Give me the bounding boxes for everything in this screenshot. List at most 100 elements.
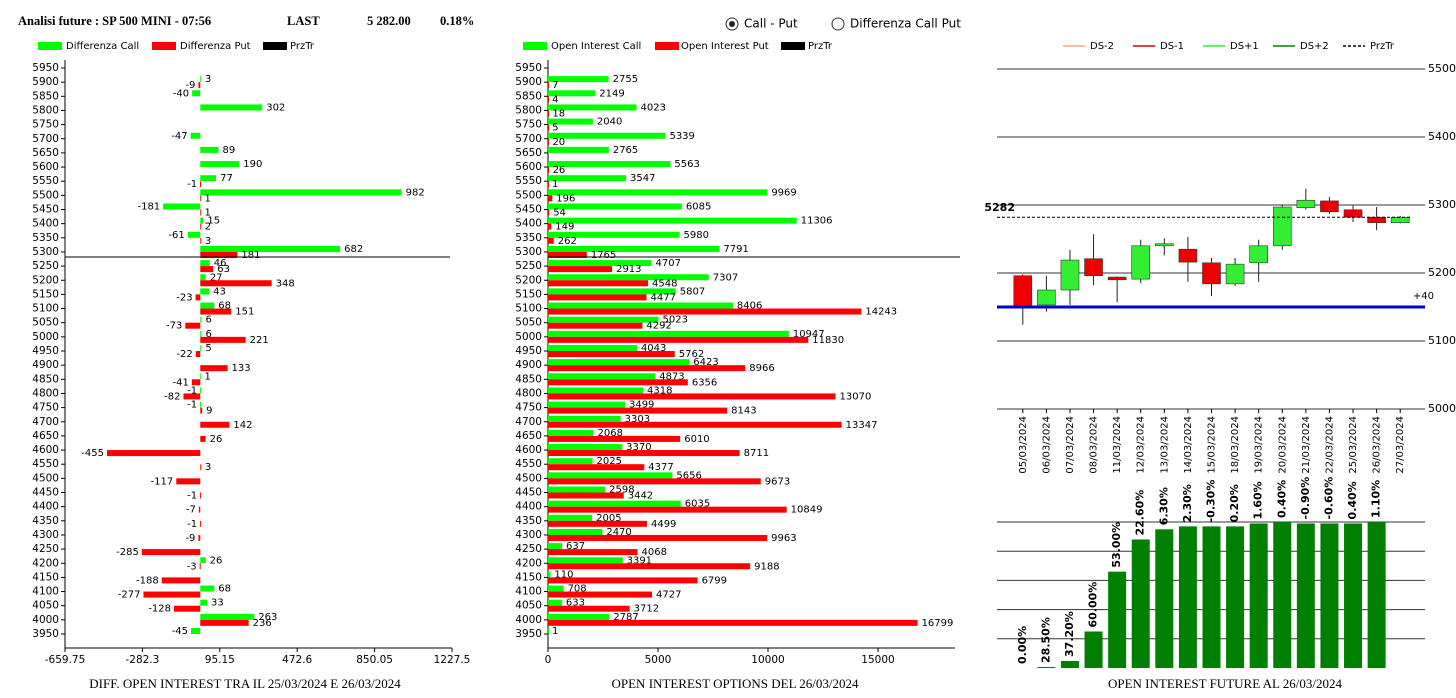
- x-tick-label: -282.3: [125, 654, 159, 666]
- candle-body: [1225, 263, 1245, 285]
- bar: [548, 189, 768, 196]
- value-label: -117: [151, 476, 174, 487]
- value-label: 33: [211, 598, 224, 609]
- radio-label[interactable]: Differenza Call Put: [850, 17, 961, 31]
- value-label: 2068: [597, 428, 622, 439]
- last-label: LAST: [287, 14, 320, 28]
- value-label: 11830: [812, 335, 844, 346]
- bar: [200, 365, 228, 372]
- x-tick-label: 27/03/2024: [1395, 416, 1406, 474]
- bar: [200, 146, 219, 153]
- bar: [200, 302, 215, 309]
- value-label: -73: [166, 321, 182, 332]
- x-tick-label: 0: [545, 654, 552, 666]
- bar: [548, 373, 656, 380]
- value-label: -1: [187, 385, 197, 396]
- y-tick-label: 4300: [32, 529, 59, 541]
- y-tick-label: 5300: [1428, 198, 1456, 211]
- value-label: 3: [205, 462, 211, 473]
- bar: [200, 407, 203, 414]
- candle-body: [1343, 209, 1363, 218]
- bar: [200, 330, 202, 337]
- x-tick-label: 5000: [645, 654, 672, 666]
- x-tick-label: 20/03/2024: [1277, 416, 1288, 474]
- y-tick-label: 5000: [1428, 402, 1456, 415]
- y-tick-label: 4400: [515, 501, 542, 513]
- value-label: 5807: [680, 286, 705, 297]
- y-tick-label: 5100: [515, 303, 542, 315]
- value-label: 46: [214, 258, 227, 269]
- bar: [1131, 539, 1150, 668]
- bar-label: -0.30%: [1205, 480, 1218, 523]
- value-label: -285: [116, 547, 139, 558]
- bar: [200, 161, 240, 168]
- bar: [1344, 523, 1363, 668]
- radio-button[interactable]: [831, 17, 845, 31]
- value-label: 3: [205, 74, 211, 85]
- y-tick-label: 5400: [32, 218, 59, 230]
- y-tick-label: 4950: [32, 345, 59, 357]
- bar: [548, 543, 563, 550]
- x-tick-label: 15000: [861, 654, 894, 666]
- bar: [548, 76, 609, 83]
- bar: [548, 251, 587, 258]
- bar: [548, 514, 593, 521]
- value-label: 7307: [713, 272, 738, 283]
- legend-swatch: [263, 42, 287, 50]
- bar: [200, 613, 255, 620]
- y-tick-label: 5050: [515, 317, 542, 329]
- bar: [200, 464, 202, 471]
- y-tick-label: 4000: [32, 614, 59, 626]
- bar: [199, 563, 201, 570]
- bar: [1226, 526, 1245, 668]
- y-tick-label: 4150: [32, 571, 59, 583]
- value-label: 4023: [641, 102, 666, 113]
- bar: [1155, 529, 1174, 668]
- bar: [200, 217, 204, 224]
- bar: [200, 308, 232, 315]
- bar: [200, 336, 246, 343]
- value-label: 637: [566, 541, 585, 552]
- bar: [174, 605, 201, 612]
- value-label: 6: [206, 315, 212, 326]
- last-value: 5 282.00: [367, 14, 411, 28]
- candle-body: [1367, 216, 1386, 223]
- y-tick-label: 4550: [515, 458, 542, 470]
- value-label: 9673: [765, 476, 790, 487]
- legend-swatch: [523, 42, 547, 50]
- bar: [548, 435, 681, 442]
- value-label: 3442: [628, 491, 653, 502]
- value-label: 2040: [597, 117, 622, 128]
- bar: [548, 500, 681, 507]
- value-label: 2149: [599, 88, 624, 99]
- legend-label: DS-1: [1160, 41, 1184, 52]
- bar: [200, 245, 341, 252]
- value-label: 4727: [656, 590, 681, 601]
- bar: [548, 280, 649, 287]
- y-tick-label: 5400: [515, 218, 542, 230]
- bar: [548, 585, 564, 592]
- radio-label[interactable]: Call - Put: [744, 17, 798, 31]
- bar: [548, 520, 647, 527]
- y-tick-label: 5550: [515, 175, 542, 187]
- value-label: 4043: [641, 343, 666, 354]
- value-label: 4499: [651, 519, 676, 530]
- value-label: 262: [558, 236, 577, 247]
- value-label: 4318: [647, 385, 672, 396]
- bar: [198, 82, 201, 89]
- value-label: 1: [552, 626, 558, 637]
- y-tick-label: 4100: [32, 586, 59, 598]
- bar: [1367, 522, 1386, 668]
- bar: [548, 549, 638, 556]
- bar: [200, 599, 208, 606]
- value-label: 3: [205, 236, 211, 247]
- x-tick-label: 18/03/2024: [1230, 416, 1241, 474]
- value-label: 15: [207, 216, 220, 227]
- bar: [200, 181, 202, 188]
- value-label: 4068: [641, 547, 666, 558]
- y-tick-label: 5400: [1428, 130, 1456, 143]
- legend-swatch: [655, 42, 679, 50]
- legend-label: Differenza Put: [180, 41, 251, 52]
- y-tick-label: 5100: [32, 303, 59, 315]
- value-label: 8966: [749, 363, 774, 374]
